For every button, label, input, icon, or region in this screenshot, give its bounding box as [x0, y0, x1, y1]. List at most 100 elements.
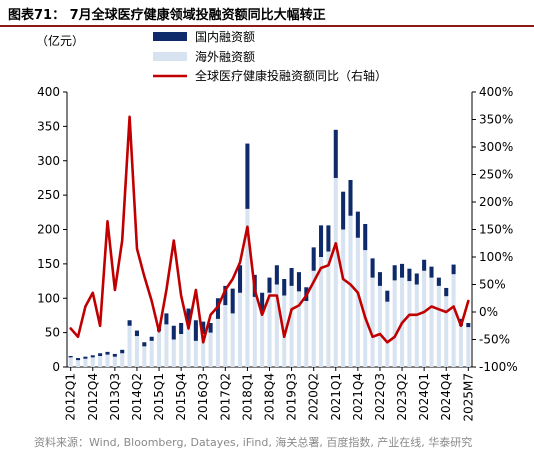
bar-domestic: [333, 129, 338, 178]
series-line-yoy: [69, 115, 470, 344]
bar-domestic: [429, 266, 434, 278]
bar-domestic: [90, 355, 95, 358]
bar-domestic: [466, 323, 471, 328]
bar-domestic: [370, 258, 375, 278]
bar-overseas: [179, 334, 184, 367]
y-left-unit-label: （亿元）: [36, 33, 84, 48]
bar-overseas: [296, 291, 301, 367]
y-right-tick-label: 350%: [479, 113, 513, 127]
y-left-tick-label: 50: [45, 326, 60, 340]
bar-domestic: [267, 277, 272, 293]
y-left-tick-label: 300: [37, 154, 60, 168]
bar-overseas: [289, 285, 294, 367]
bar-overseas: [326, 251, 331, 367]
x-tick-label: 2016Q3: [196, 373, 210, 421]
bar-domestic: [149, 336, 154, 341]
x-tick-label: 2017Q2: [218, 373, 232, 421]
bar-domestic: [164, 313, 169, 325]
bar-overseas: [377, 285, 382, 367]
bar-domestic: [319, 225, 324, 257]
y-right-tick-label: 200%: [479, 195, 513, 209]
bar-domestic: [179, 323, 184, 334]
x-tick-label: 2012Q1: [64, 373, 78, 421]
bar-domestic: [274, 265, 279, 285]
bar-overseas: [414, 284, 419, 367]
bar-domestic: [127, 320, 132, 326]
bar-overseas: [429, 277, 434, 367]
bar-domestic: [245, 143, 250, 209]
y-left-tick-label: 250: [37, 188, 60, 202]
bar-overseas: [171, 339, 176, 367]
bar-overseas: [245, 208, 250, 367]
bar-domestic: [392, 265, 397, 281]
bar-overseas: [76, 360, 81, 367]
x-tick-label: 2025M7: [461, 373, 475, 422]
y-right-tick-label: -100%: [479, 360, 518, 374]
bar-overseas: [341, 229, 346, 367]
bar-domestic: [355, 211, 360, 238]
bar-domestic: [215, 298, 220, 319]
y-left-tick-label: 400: [37, 85, 60, 99]
bar-overseas: [83, 358, 88, 367]
bar-overseas: [134, 336, 139, 367]
x-tick-label: 2018Q4: [263, 373, 277, 421]
figure-title: 图表71： 7月全球医疗健康领域投融资额同比大幅转正: [8, 8, 326, 23]
bar-overseas: [311, 270, 316, 367]
legend-label-domestic: 国内融资额: [195, 30, 255, 44]
bar-domestic: [311, 247, 316, 271]
y-right-tick-label: 300%: [479, 140, 513, 154]
bar-domestic: [326, 225, 331, 252]
bar-overseas: [444, 296, 449, 367]
bar-domestic: [201, 321, 206, 334]
x-tick-label: 2018Q1: [240, 373, 254, 421]
bar-overseas: [98, 356, 103, 367]
bar-overseas: [333, 177, 338, 367]
bar-domestic: [407, 268, 412, 282]
bar-domestic: [112, 353, 117, 357]
bar-domestic: [451, 264, 456, 275]
x-tick-label: 2024Q1: [417, 373, 431, 421]
bar-overseas: [149, 340, 154, 367]
y-left-tick-label: 0: [52, 360, 60, 374]
bar-domestic: [120, 349, 125, 354]
bar-domestic: [400, 263, 405, 278]
bar-overseas: [451, 274, 456, 367]
bar-domestic: [444, 287, 449, 297]
bar-domestic: [208, 323, 213, 333]
x-tick-label: 2015Q1: [152, 373, 166, 421]
legend-swatch-overseas: [153, 52, 187, 61]
bar-domestic: [296, 272, 301, 292]
bar-domestic: [98, 353, 103, 356]
y-right-tick-label: -50%: [479, 333, 510, 347]
x-tick-label: 2021Q1: [329, 373, 343, 421]
bar-overseas: [201, 334, 206, 367]
bar-domestic: [171, 325, 176, 340]
y-right-tick-label: 150%: [479, 223, 513, 237]
bar-overseas: [230, 313, 235, 367]
bar-overseas: [157, 331, 162, 367]
source-note: 资料来源：Wind, Bloomberg, Datayes, iFind, 海关…: [34, 436, 473, 449]
x-tick-label: 2014Q2: [130, 373, 144, 421]
bar-domestic: [186, 308, 191, 326]
bar-domestic: [377, 272, 382, 286]
y-right-tick-label: 0%: [479, 305, 498, 319]
bar-domestic: [76, 358, 81, 361]
bar-overseas: [105, 354, 110, 367]
bar-domestic: [348, 180, 353, 216]
bar-overseas: [274, 284, 279, 367]
bar-overseas: [267, 292, 272, 367]
bar-overseas: [120, 353, 125, 367]
bar-domestic: [363, 224, 368, 251]
legend-label-overseas: 海外融资额: [195, 49, 255, 64]
bar-overseas: [385, 301, 390, 367]
bar-overseas: [348, 215, 353, 367]
y-left-tick-label: 200: [37, 223, 60, 237]
bar-domestic: [193, 320, 198, 341]
x-tick-label: 2021Q4: [351, 373, 365, 421]
bar-domestic: [414, 273, 419, 285]
bar-overseas: [260, 313, 265, 367]
bar-overseas: [304, 301, 309, 367]
bar-overseas: [68, 357, 73, 367]
bar-overseas: [436, 285, 441, 367]
